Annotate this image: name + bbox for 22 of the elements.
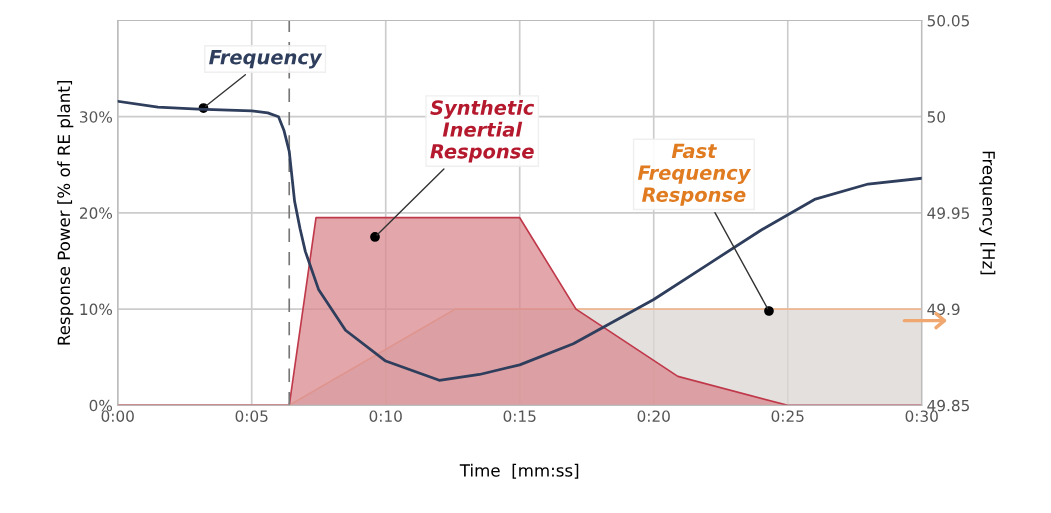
y-tick-label: 30% (80, 111, 113, 123)
y2-tick-label: 49.9 (927, 303, 960, 316)
y2-axis-title: Frequency [Hz] (979, 151, 996, 275)
y2-tick-label: 49.85 (927, 399, 969, 412)
annotation: Synthetic Inertial Response (430, 99, 535, 163)
y-axis-title: Response Power [% of RE plant] (57, 81, 74, 345)
y-tick-label: 20% (80, 207, 113, 219)
x-axis-title: Time [mm:ss] (459, 463, 579, 479)
y2-tick-label: 49.95 (927, 207, 969, 219)
x-tick-label: 0:30 (905, 410, 938, 422)
x-tick-label: 0:15 (503, 410, 536, 422)
y2-tick-label: 50 (927, 111, 946, 123)
x-tick-label: 0:00 (101, 410, 134, 422)
y2-tick-label: 50.05 (927, 14, 969, 27)
x-tick-label: 0:10 (369, 410, 402, 422)
x-tick-label: 0:20 (637, 410, 670, 422)
annotation: Fast Frequency Response (637, 143, 752, 206)
x-tick-label: 0:05 (235, 410, 268, 422)
y-tick-label: 0% (89, 399, 113, 412)
y-tick-label: 10% (80, 303, 113, 316)
x-tick-label: 0:25 (771, 410, 804, 422)
annotation: Frequency (209, 50, 323, 69)
